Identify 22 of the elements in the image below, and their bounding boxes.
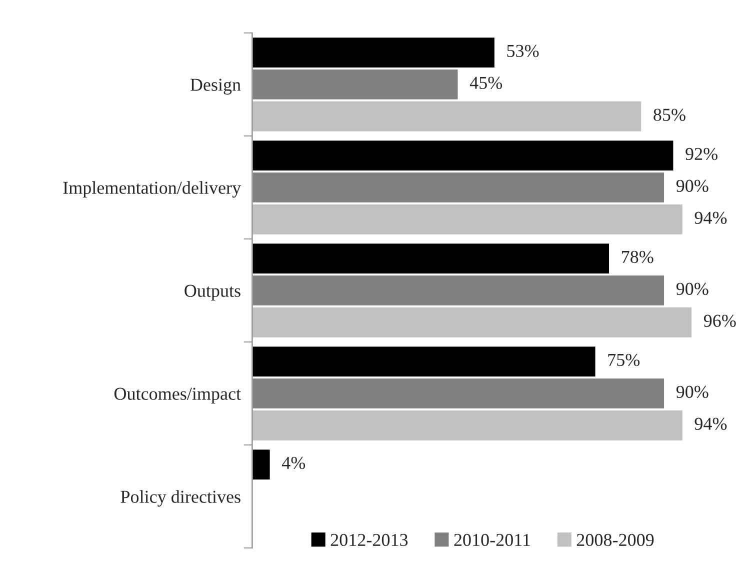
bar	[252, 448, 272, 481]
data-label: 94%	[694, 418, 727, 430]
data-label: 96%	[704, 314, 736, 327]
y-tick-label: Policy directives	[120, 490, 240, 507]
y-tick-label: Outputs	[184, 284, 240, 301]
data-label: 90%	[676, 180, 708, 192]
y-tick-label: Design	[190, 78, 241, 95]
data-label: 4%	[282, 456, 306, 470]
data-label: 92%	[686, 148, 718, 160]
data-label: 53%	[507, 44, 539, 58]
data-label: 90%	[676, 386, 708, 398]
data-label: 75%	[608, 354, 640, 366]
data-label: 45%	[470, 76, 502, 90]
y-tick-label: Implementation/delivery	[63, 181, 241, 198]
y-tick-label: Outcomes/impact	[114, 388, 241, 404]
data-label: 78%	[622, 250, 654, 264]
legend-label: 2012-2013	[330, 534, 408, 546]
data-label: 90%	[676, 282, 708, 296]
legend-label: 2010-2011	[454, 534, 530, 546]
data-label: 94%	[694, 212, 727, 224]
legend-label: 2008-2009	[576, 534, 654, 546]
data-label: 85%	[654, 108, 686, 121]
